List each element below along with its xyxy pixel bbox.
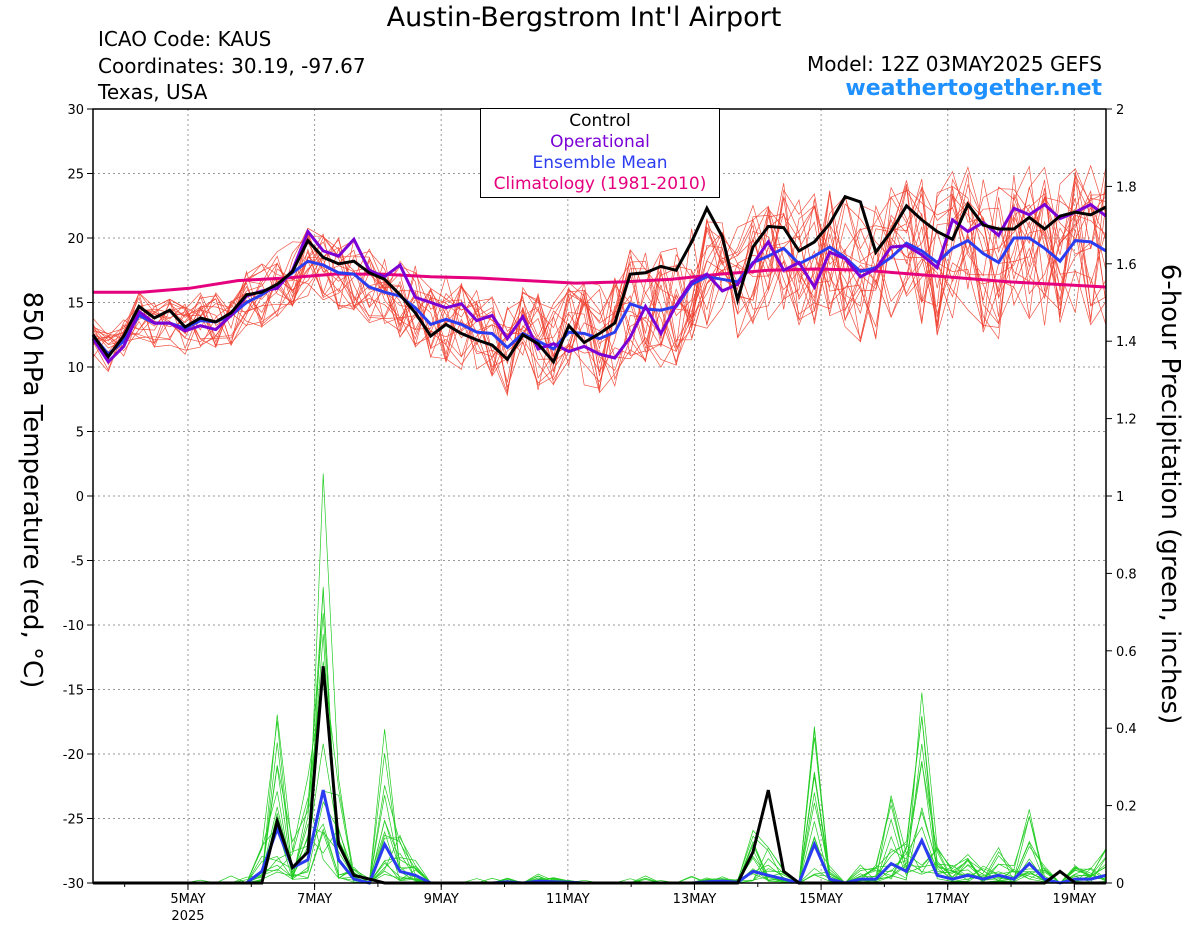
temp-member-line <box>92 183 1107 367</box>
precip-member-line <box>93 633 1107 884</box>
y-right-tick-label: 1.6 <box>1116 258 1137 273</box>
y-right-tick-label: 0.4 <box>1116 722 1137 737</box>
precip-member-line <box>93 586 1107 884</box>
x-tick-label: 5MAY <box>170 892 205 907</box>
y-right-tick-label: 0.6 <box>1116 645 1137 660</box>
precip-member-line <box>93 661 1107 884</box>
y-right-tick-label: 1.2 <box>1116 413 1137 428</box>
x-tick-label: 19MAY <box>1053 892 1097 907</box>
legend-control: Control <box>569 111 631 131</box>
y-tick-label: -30 <box>63 877 84 892</box>
site-link[interactable]: weathertogether.net <box>845 76 1102 101</box>
mean-precip-line <box>93 789 1107 885</box>
y-tick-label: -20 <box>63 748 84 763</box>
precip-member-line <box>93 801 1107 884</box>
model-run: Model: 12Z 03MAY2025 GEFS <box>807 52 1102 76</box>
y-tick-label: 5 <box>76 426 84 441</box>
chart-title: Austin-Bergstrom Int'l Airport <box>386 2 782 33</box>
temp-member-line <box>92 195 1107 358</box>
x-tick-label: 15MAY <box>799 892 843 907</box>
precip-member-line <box>93 588 1107 884</box>
temp-member-line <box>92 179 1107 397</box>
temp-member-line <box>92 166 1107 390</box>
y-right-tick-label: 0 <box>1116 877 1124 892</box>
y-right-tick-label: 0.8 <box>1116 567 1137 582</box>
precip-member-line <box>93 679 1107 884</box>
x-tick-label: 11MAY <box>546 892 590 907</box>
climatology-line <box>93 267 1107 294</box>
y-tick-label: -5 <box>71 555 84 570</box>
y-tick-label: 30 <box>67 103 84 118</box>
precip-member-line <box>93 792 1107 884</box>
temp-member-line <box>92 171 1107 372</box>
y-right-tick-label: 1.8 <box>1116 180 1137 195</box>
y-right-tick-label: 2 <box>1116 103 1124 118</box>
y-tick-label: 0 <box>76 490 84 505</box>
y-right-tick-label: 1 <box>1116 490 1124 505</box>
y-tick-label: 20 <box>67 232 84 247</box>
temp-member-line <box>92 183 1107 386</box>
y-tick-label: -15 <box>63 684 84 699</box>
y-right-tick-label: 1.4 <box>1116 335 1137 350</box>
region: Texas, USA <box>98 80 208 104</box>
coordinates: Coordinates: 30.19, -97.67 <box>98 54 366 78</box>
precip-member-line <box>93 720 1107 884</box>
y-tick-label: 10 <box>67 361 84 376</box>
precip-member-line <box>93 716 1107 884</box>
temp-member-line <box>92 164 1107 385</box>
mean-temp-line <box>91 236 1107 357</box>
icao-code: ICAO Code: KAUS <box>98 27 272 51</box>
x-tick-label: 7MAY <box>297 892 332 907</box>
legend: Control Operational Ensemble Mean Climat… <box>480 108 720 198</box>
precip-member-line <box>93 743 1107 884</box>
legend-ensemble-mean: Ensemble Mean <box>532 153 668 173</box>
x-tick-label: 17MAY <box>926 892 970 907</box>
y-tick-label: 15 <box>67 297 84 312</box>
control-temp-line <box>91 194 1107 365</box>
precip-member-line <box>93 737 1107 884</box>
legend-operational: Operational <box>550 132 650 152</box>
control-precip-line <box>93 666 1106 885</box>
x-tick-label: 9MAY <box>424 892 459 907</box>
legend-climatology: Climatology (1981-2010) <box>493 174 707 194</box>
precip-member-line <box>93 785 1107 884</box>
precip-member-line <box>93 613 1107 884</box>
y-tick-label: -25 <box>63 813 84 828</box>
temp-member-line <box>92 166 1107 383</box>
y-tick-label: -10 <box>63 619 84 634</box>
y-tick-label: 25 <box>67 168 84 183</box>
precip-member-line <box>93 473 1107 884</box>
precip-member-line <box>93 761 1107 884</box>
y-right-tick-label: 0.2 <box>1116 800 1137 815</box>
x-tick-label: 13MAY <box>673 892 717 907</box>
x-tick-sublabel: 2025 <box>171 909 204 924</box>
